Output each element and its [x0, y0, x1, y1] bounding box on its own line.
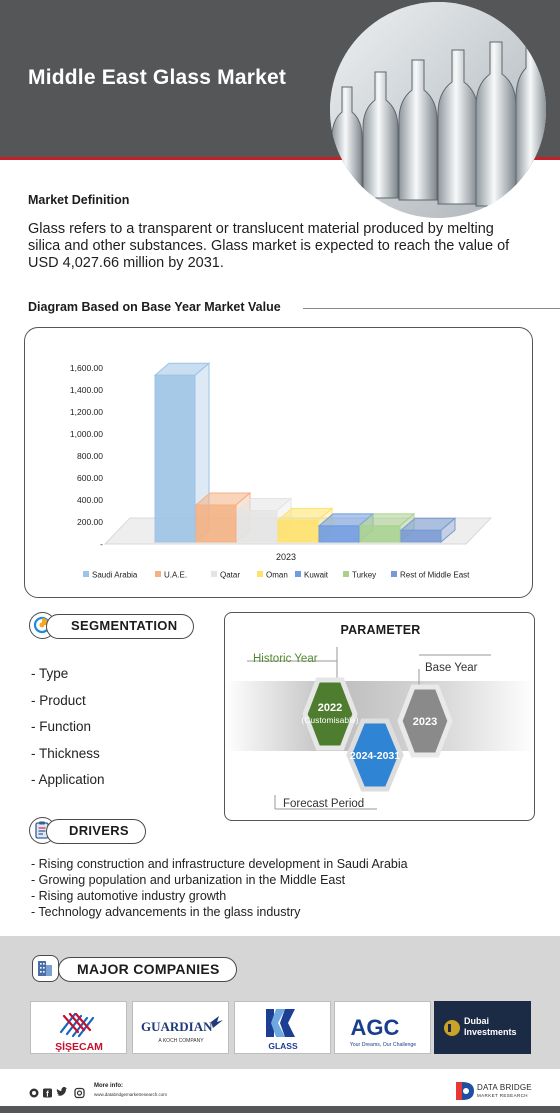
legend-item: Turkey: [343, 571, 376, 580]
diagram-heading: Diagram Based on Base Year Market Value: [28, 300, 281, 314]
legend-item: Kuwait: [295, 571, 329, 580]
logo-kglass: GLASS: [234, 1001, 331, 1054]
chart-container: - 200.00 400.00 600.00 800.00 1,000.00 1,200.0…: [24, 327, 533, 598]
historic-label: Historic Year: [253, 653, 318, 665]
svg-text:Kuwait: Kuwait: [304, 571, 329, 580]
driver-item: - Rising automotive industry growth: [31, 889, 227, 903]
databridge-logo: [456, 1080, 536, 1109]
svg-text:ŞİŞECAM: ŞİŞECAM: [55, 1040, 103, 1053]
svg-text:GUARDIAN: GUARDIAN: [141, 1019, 213, 1034]
forecast-label: Forecast Period: [283, 798, 364, 810]
more-info-label: More info:: [94, 1083, 123, 1089]
segmentation-item: - Application: [31, 772, 105, 788]
dubai-investments-logo: Dubai Investments: [444, 1016, 517, 1037]
parameter-panel: PARAMETER Historic Year 2022 (Customisab…: [224, 612, 535, 821]
y-tick-label: 800.00: [77, 451, 103, 461]
driver-item: - Growing population and urbanization in…: [31, 873, 346, 887]
legend-item: Oman: [257, 571, 288, 580]
legend-item: U.A.E.: [155, 571, 187, 580]
kglass-logo: GLASS: [266, 1009, 298, 1051]
segmentation-item: - Product: [31, 692, 86, 708]
forecast-value: 2024-2031: [350, 750, 400, 762]
segmentation-item: - Thickness: [31, 745, 100, 761]
diagram-heading-rule: [303, 308, 560, 309]
svg-text:Rest of Middle East: Rest of Middle East: [400, 571, 470, 580]
parameter-graphic: Historic Year 2022 (Customisable) 2024-2…: [225, 647, 534, 810]
guardian-logo: GUARDIAN A KOCH COMPANY: [141, 1016, 223, 1044]
y-tick-label: 1,600.00: [70, 363, 103, 373]
legend-item: Qatar: [211, 571, 240, 580]
svg-text:Saudi Arabia: Saudi Arabia: [92, 571, 138, 580]
legend-item: Rest of Middle East: [391, 571, 470, 580]
svg-text:Qatar: Qatar: [220, 571, 240, 580]
segmentation-item: - Type: [31, 666, 69, 681]
website-link[interactable]: www.databridgemarketresearch.com: [94, 1092, 168, 1097]
parameter-title: PARAMETER: [340, 623, 421, 637]
svg-text:f: f: [46, 1090, 49, 1099]
y-tick-label: -: [100, 539, 103, 549]
svg-text:U.A.E.: U.A.E.: [164, 571, 187, 580]
brand-sub: MARKET RESEARCH: [477, 1093, 528, 1098]
driver-item: - Rising construction and infrastructure…: [31, 857, 408, 871]
logo-guardian: GUARDIAN A KOCH COMPANY: [132, 1001, 229, 1054]
logo-dubai-investments: Dubai Investments: [434, 1001, 531, 1054]
segmentation-label: SEGMENTATION: [46, 614, 195, 639]
y-tick-label: 1,400.00: [70, 385, 103, 395]
building-icon: [38, 961, 52, 976]
market-definition-heading: Market Definition: [28, 193, 130, 207]
footer-bar: [0, 1106, 560, 1113]
logo-agc: AGC Your Dreams, Our Challenge: [334, 1001, 431, 1054]
sisecam-logo: ŞİŞECAM: [55, 1012, 103, 1053]
driver-item: - Technology advancements in the glass i…: [31, 905, 301, 919]
brand-name: DATA BRIDGE: [477, 1083, 532, 1092]
agc-logo: AGC Your Dreams, Our Challenge: [350, 1015, 417, 1048]
svg-text:Oman: Oman: [266, 571, 288, 580]
logo-sisecam: ŞİŞECAM: [30, 1001, 127, 1054]
glass-bottles-photo: [330, 2, 546, 218]
svg-text:GLASS: GLASS: [268, 1041, 298, 1051]
bar-oman: [276, 507, 334, 544]
twitter-icon[interactable]: [56, 1086, 68, 1096]
drivers-label: DRIVERS: [46, 819, 146, 844]
companies-label: MAJOR COMPANIES: [58, 957, 237, 982]
bar-chart: - 200.00 400.00 600.00 800.00 1,000.00 1,200.0…: [70, 362, 493, 580]
facebook-icon[interactable]: f: [43, 1088, 52, 1099]
y-tick-label: 1,200.00: [70, 407, 103, 417]
x-category-label: 2023: [276, 552, 296, 562]
y-tick-label: 600.00: [77, 473, 103, 483]
social-icons: f: [29, 1086, 89, 1104]
page-title: Middle East Glass Market: [28, 66, 287, 89]
svg-text:A KOCH COMPANY: A KOCH COMPANY: [158, 1038, 204, 1044]
instagram-icon[interactable]: [74, 1087, 85, 1099]
bar-rest-of-middle-east: [399, 517, 457, 544]
y-tick-label: 1,000.00: [70, 429, 103, 439]
y-tick-label: 400.00: [77, 495, 103, 505]
historic-sub: (Customisable): [301, 715, 358, 725]
forecast-hexagon: [346, 718, 404, 792]
base-hexagon: [397, 684, 453, 758]
bar-qatar: [235, 497, 293, 544]
svg-text:Turkey: Turkey: [352, 571, 376, 580]
y-tick-label: 200.00: [77, 517, 103, 527]
legend-item: Saudi Arabia: [83, 571, 138, 580]
market-definition-text: Glass refers to a transparent or translu…: [28, 221, 510, 271]
svg-text:AGC: AGC: [351, 1015, 400, 1040]
base-value: 2023: [413, 716, 437, 728]
bar-turkey: [358, 512, 416, 544]
svg-text:Your Dreams, Our Challenge: Your Dreams, Our Challenge: [350, 1042, 417, 1048]
header-accent-line: [0, 157, 560, 160]
historic-hexagon: [302, 677, 358, 751]
segmentation-item: - Function: [31, 719, 92, 735]
whatsapp-icon[interactable]: [29, 1088, 39, 1098]
base-label: Base Year: [425, 662, 478, 674]
companies-badge: [32, 955, 59, 982]
historic-value: 2022: [318, 702, 342, 714]
